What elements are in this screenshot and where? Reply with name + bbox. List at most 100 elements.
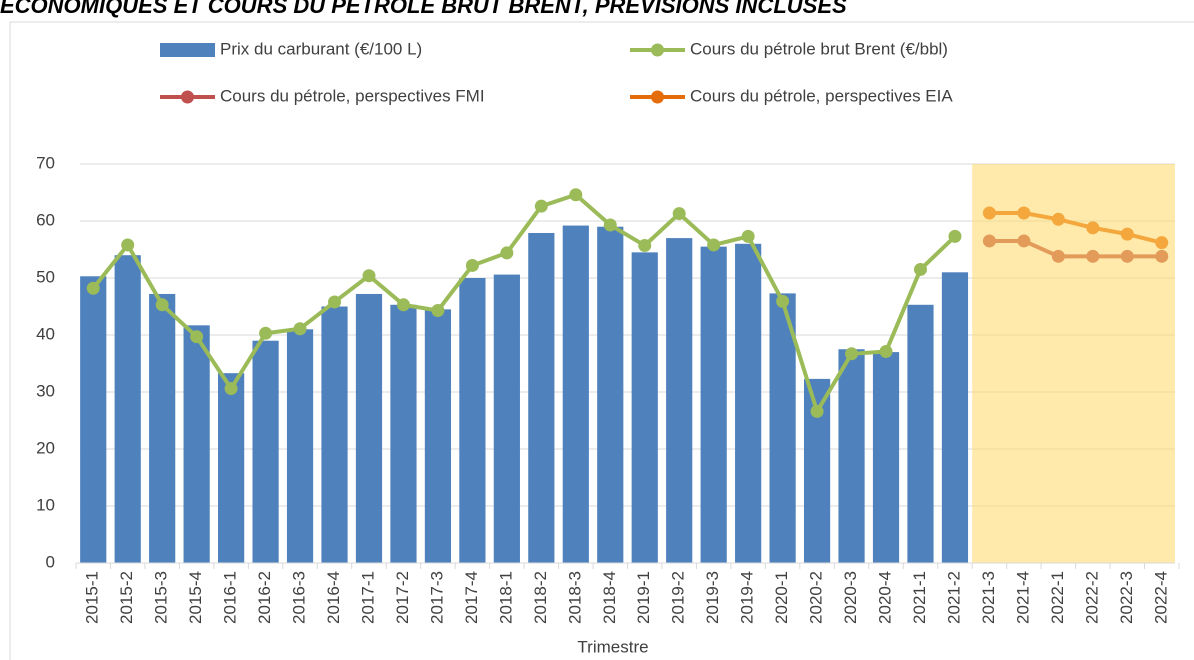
point	[569, 188, 583, 202]
bar	[666, 238, 693, 563]
point	[879, 345, 893, 359]
x-tick-label: 2017-3	[427, 571, 446, 624]
x-tick-label: 2022-4	[1151, 571, 1170, 624]
y-tick-label: 40	[36, 324, 55, 343]
bar	[390, 304, 417, 563]
legend-swatch	[181, 90, 194, 104]
line	[91, 192, 957, 414]
y-tick-label: 60	[36, 210, 55, 229]
bar	[183, 325, 210, 563]
bar	[941, 272, 969, 563]
y-tick-label: 0	[46, 552, 55, 571]
point	[707, 238, 721, 252]
bar	[80, 276, 107, 563]
bar	[528, 232, 555, 563]
x-tick-label: 2022-1	[1048, 571, 1067, 624]
x-tick-label: 2017-1	[358, 571, 377, 624]
x-tick-label: 2018-2	[531, 571, 550, 624]
bar	[355, 293, 383, 563]
point	[913, 262, 927, 276]
y-tick-label: 50	[36, 267, 55, 286]
point	[465, 258, 479, 272]
point	[190, 330, 204, 344]
y-tick-label: 30	[36, 381, 55, 400]
bar	[459, 278, 486, 563]
x-tick-label: 2020-4	[876, 571, 895, 624]
y-tick-label: 10	[36, 495, 55, 514]
bar	[907, 304, 934, 563]
point	[224, 382, 238, 396]
x-tick-label: 2017-4	[462, 571, 481, 624]
x-tick-label: 2020-1	[772, 571, 791, 624]
bar	[597, 226, 624, 563]
legend-label: Prix du carburant (€/100 L)	[220, 39, 422, 58]
point	[810, 404, 824, 418]
bar	[838, 349, 865, 563]
bar	[149, 293, 176, 563]
y-tick-label: 20	[36, 438, 55, 457]
x-tick-label: 2017-2	[393, 571, 412, 624]
x-tick-label: 2015-4	[186, 571, 205, 624]
point	[121, 238, 135, 252]
bar	[424, 309, 452, 563]
bar	[562, 225, 589, 563]
x-tick-label: 2016-4	[324, 571, 343, 624]
point	[741, 229, 755, 243]
bar	[493, 274, 520, 563]
chart-title: ÉCONOMIQUES ET COURS DU PÉTROLE BRUT BRE…	[0, 0, 847, 18]
x-tick-label: 2021-4	[1013, 571, 1032, 624]
x-tick-label: 2019-4	[738, 571, 757, 624]
x-tick-label: 2016-3	[290, 571, 309, 624]
point	[500, 246, 514, 260]
point	[259, 326, 273, 340]
x-tick-label: 2018-1	[496, 571, 515, 624]
bar	[631, 252, 658, 563]
bar	[769, 293, 796, 563]
legend-swatch	[651, 43, 664, 57]
legend-label: Cours du pétrole brut Brent (€/bbl)	[690, 39, 948, 58]
chart-frame	[9, 21, 1194, 660]
x-tick-label: 2019-3	[703, 571, 722, 624]
legend-swatch	[160, 43, 215, 57]
point	[638, 239, 652, 253]
point	[155, 298, 169, 312]
x-tick-label: 2020-2	[807, 571, 826, 624]
x-tick-label: 2021-1	[910, 571, 929, 624]
point	[948, 229, 962, 243]
point	[328, 295, 342, 309]
x-tick-label: 2015-3	[152, 571, 171, 624]
x-tick-label: 2018-3	[565, 571, 584, 624]
x-tick-label: 2022-3	[1117, 571, 1136, 624]
bar	[700, 246, 727, 563]
bar	[321, 306, 348, 563]
x-tick-label: 2021-3	[979, 571, 998, 624]
point	[396, 298, 410, 312]
point	[534, 199, 548, 213]
x-tick-label: 2016-1	[221, 571, 240, 624]
x-tick-label: 2019-1	[634, 571, 653, 624]
x-tick-label: 2018-4	[600, 571, 619, 624]
x-tick-label: 2022-2	[1082, 571, 1101, 624]
point	[362, 269, 376, 283]
point	[431, 303, 445, 317]
y-tick-label: 70	[36, 153, 55, 172]
bar	[252, 340, 279, 563]
x-tick-label: 2019-2	[669, 571, 688, 624]
x-tick-label: 2015-2	[117, 571, 136, 624]
point	[603, 218, 617, 232]
bar	[286, 329, 314, 563]
bar	[735, 243, 762, 564]
x-tick-label: 2021-2	[944, 571, 963, 624]
x-tick-label: 2016-2	[255, 571, 274, 624]
point	[845, 347, 859, 361]
x-axis-label: Trimestre	[577, 637, 648, 656]
legend-label: Cours du pétrole, perspectives FMI	[220, 86, 485, 105]
bar	[114, 255, 141, 563]
bar	[218, 373, 245, 563]
point	[86, 281, 100, 295]
bar	[872, 352, 900, 563]
forecast-highlight	[972, 164, 1175, 563]
legend-label: Cours du pétrole, perspectives EIA	[690, 86, 953, 105]
legend-swatch	[651, 90, 664, 104]
